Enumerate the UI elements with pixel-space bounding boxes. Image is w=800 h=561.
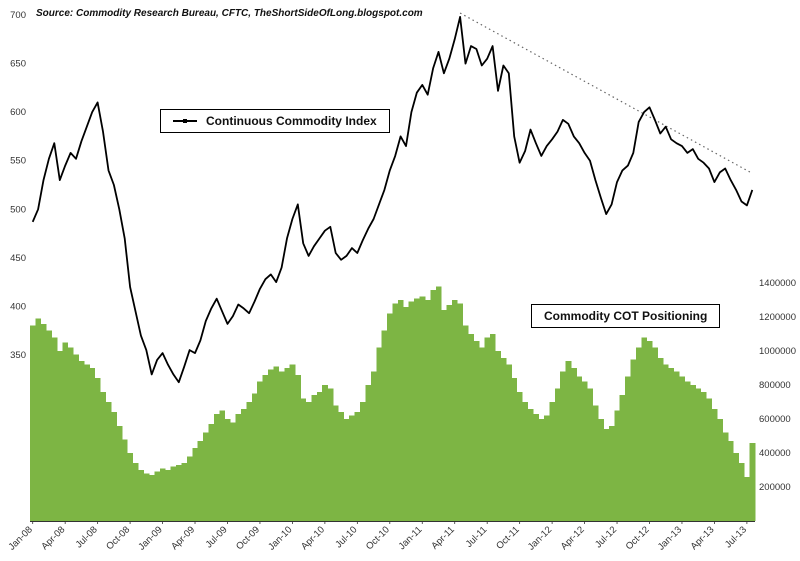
svg-text:600: 600	[10, 107, 26, 118]
svg-text:1200000: 1200000	[759, 312, 796, 323]
legend-cot: Commodity COT Positioning	[531, 304, 721, 328]
svg-text:Jan-11: Jan-11	[397, 524, 425, 552]
svg-text:1400000: 1400000	[759, 278, 796, 289]
svg-text:800000: 800000	[759, 380, 791, 391]
source-note: Source: Commodity Research Bureau, CFTC,…	[36, 8, 423, 19]
svg-text:Jul-12: Jul-12	[593, 524, 619, 550]
x-axis-labels: Jan-08 Apr-08 Jul-08 Oct-08 Jan-09 Apr-09 Jul-…	[6, 521, 749, 553]
svg-text:600000: 600000	[759, 414, 791, 425]
downtrend-line	[459, 12, 753, 174]
svg-text:Jan-13: Jan-13	[656, 524, 684, 552]
svg-text:350: 350	[10, 350, 26, 361]
svg-text:Jul-13: Jul-13	[723, 524, 749, 550]
svg-text:Oct-11: Oct-11	[494, 524, 521, 551]
svg-text:Apr-13: Apr-13	[689, 524, 717, 552]
svg-text:Oct-08: Oct-08	[104, 524, 132, 552]
right-axis-labels: 200000 400000 600000 800000 1000000 1200000 14…	[759, 278, 796, 493]
svg-text:500: 500	[10, 204, 26, 215]
svg-text:1000000: 1000000	[759, 346, 796, 357]
svg-text:Jul-09: Jul-09	[204, 524, 230, 550]
svg-text:Jan-12: Jan-12	[526, 524, 554, 552]
svg-text:650: 650	[10, 59, 26, 70]
svg-text:Jan-09: Jan-09	[136, 524, 164, 552]
svg-text:200000: 200000	[759, 482, 791, 493]
svg-text:Apr-09: Apr-09	[169, 524, 197, 552]
svg-text:Apr-11: Apr-11	[429, 524, 456, 551]
line-sample-icon	[173, 119, 197, 123]
cci-line	[31, 15, 754, 384]
svg-text:400: 400	[10, 301, 26, 312]
svg-text:400000: 400000	[759, 448, 791, 459]
left-axis-labels: 350 400 450 500 550 600 650 700	[10, 10, 26, 361]
svg-text:Apr-10: Apr-10	[299, 524, 327, 552]
cot-bars	[30, 286, 756, 521]
legend-cot-label: Commodity COT Positioning	[544, 309, 708, 323]
svg-text:Jul-08: Jul-08	[74, 524, 100, 550]
legend-cci-label: Continuous Commodity Index	[206, 114, 377, 128]
svg-text:Oct-09: Oct-09	[234, 524, 262, 552]
legend-cci: Continuous Commodity Index	[160, 109, 390, 133]
svg-text:Apr-12: Apr-12	[559, 524, 587, 552]
svg-text:Oct-10: Oct-10	[364, 524, 392, 552]
svg-text:Oct-12: Oct-12	[624, 524, 652, 552]
svg-text:550: 550	[10, 156, 26, 167]
svg-text:Apr-08: Apr-08	[39, 524, 67, 552]
svg-text:Jan-08: Jan-08	[6, 524, 34, 552]
svg-text:Jul-11: Jul-11	[464, 524, 490, 550]
svg-text:Jan-10: Jan-10	[266, 524, 294, 552]
svg-text:700: 700	[10, 10, 26, 21]
svg-text:Jul-10: Jul-10	[333, 524, 359, 550]
svg-text:450: 450	[10, 253, 26, 264]
